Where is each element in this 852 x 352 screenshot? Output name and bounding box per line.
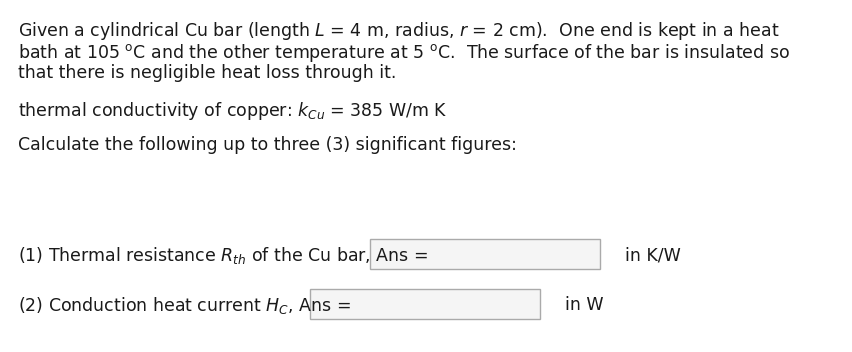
Text: (2) Conduction heat current $H_C$, Ans =: (2) Conduction heat current $H_C$, Ans = — [18, 295, 351, 315]
Bar — [309, 289, 539, 319]
Text: that there is negligible heat loss through it.: that there is negligible heat loss throu… — [18, 64, 396, 82]
Text: in W: in W — [564, 296, 603, 314]
Text: Calculate the following up to three (3) significant figures:: Calculate the following up to three (3) … — [18, 136, 516, 154]
Text: thermal conductivity of copper: $k_{Cu}$ = 385 W/m K: thermal conductivity of copper: $k_{Cu}$… — [18, 100, 447, 122]
Text: in K/W: in K/W — [625, 246, 680, 264]
Text: Given a cylindrical Cu bar (length $L$ = 4 m, radius, $r$ = 2 cm).  One end is k: Given a cylindrical Cu bar (length $L$ =… — [18, 20, 779, 42]
Text: bath at 105 $^{\mathrm{o}}$C and the other temperature at 5 $^{\mathrm{o}}$C.  T: bath at 105 $^{\mathrm{o}}$C and the oth… — [18, 42, 789, 64]
Bar — [370, 239, 599, 269]
Text: (1) Thermal resistance $R_{th}$ of the Cu bar, Ans =: (1) Thermal resistance $R_{th}$ of the C… — [18, 245, 428, 265]
